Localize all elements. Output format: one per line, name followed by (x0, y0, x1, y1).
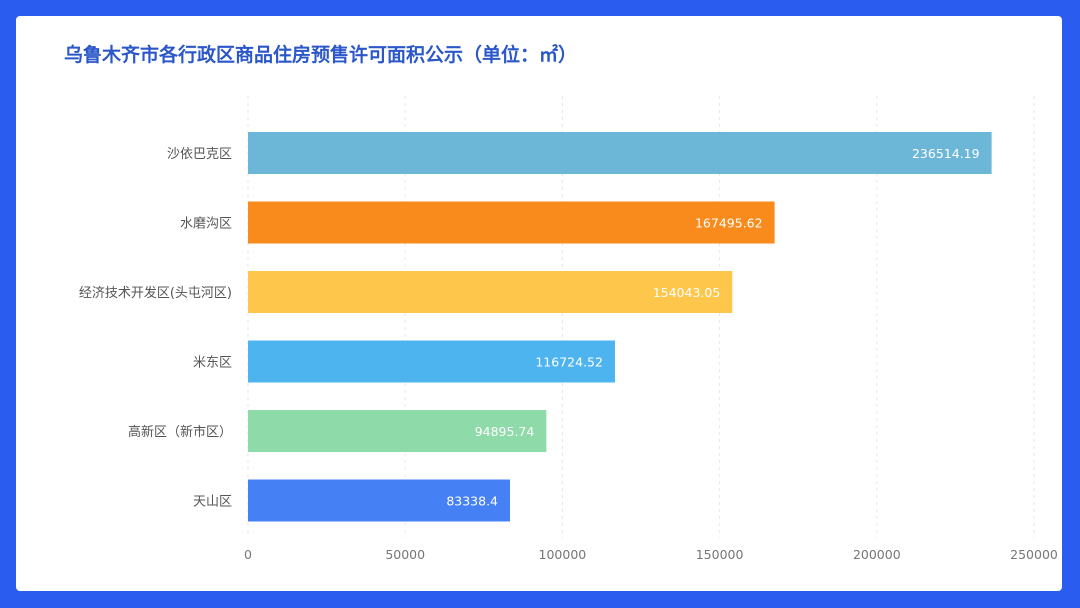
bars (248, 132, 992, 522)
value-label: 83338.4 (446, 494, 498, 509)
category-label: 沙依巴克区 (167, 147, 232, 162)
bar-5 (248, 479, 511, 522)
value-label: 154043.05 (653, 285, 721, 300)
x-axis-ticks: 0 50000 100000 150000 200000 250000 (244, 547, 1058, 562)
bar-2 (248, 271, 733, 313)
value-label: 236514.19 (912, 146, 980, 161)
x-tick-label: 0 (244, 547, 252, 562)
category-label: 天山区 (193, 495, 232, 510)
x-tick-label: 200000 (853, 547, 901, 562)
category-label: 高新区（新市区） (128, 424, 232, 440)
value-label: 167495.62 (695, 216, 763, 231)
x-tick-label: 150000 (696, 547, 744, 562)
chart-title: 乌鲁木齐市各行政区商品住房预售许可面积公示（单位：㎡） (64, 44, 578, 66)
value-labels: 236514.19 167495.62 154043.05 116724.52 9489… (446, 146, 979, 509)
x-tick-label: 50000 (385, 547, 425, 562)
value-label: 116724.52 (535, 355, 603, 370)
value-label: 94895.74 (475, 424, 535, 439)
bar-1 (248, 201, 775, 244)
chart-panel: 乌鲁木齐市各行政区商品住房预售许可面积公示（单位：㎡） 沙依巴克区水磨沟区经济技… (16, 16, 1062, 591)
bar-0 (248, 132, 992, 174)
category-label: 经济技术开发区(头屯河区) (79, 285, 232, 301)
category-label: 水磨沟区 (180, 217, 232, 232)
x-tick-label: 100000 (539, 547, 587, 562)
bar-3 (248, 340, 615, 383)
x-tick-label: 250000 (1010, 547, 1058, 562)
bar-4 (248, 410, 547, 452)
category-label: 米东区 (193, 356, 232, 371)
